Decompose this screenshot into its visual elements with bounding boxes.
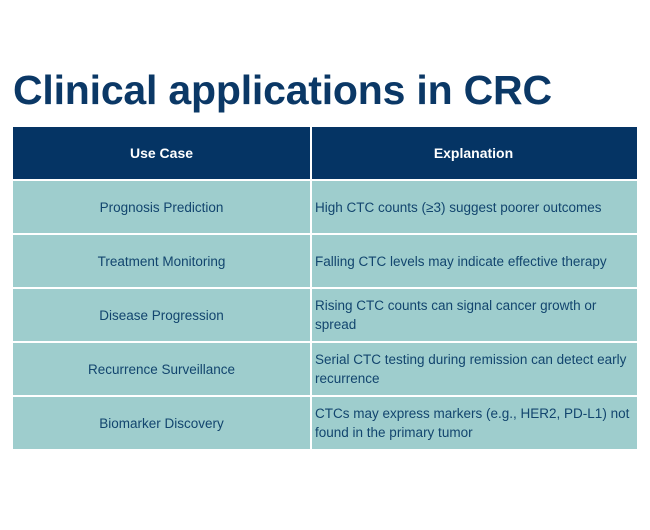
explanation-cell: CTCs may express markers (e.g., HER2, PD… — [312, 397, 637, 449]
header-use-case: Use Case — [13, 127, 310, 179]
slide-title: Clinical applications in CRC — [13, 67, 552, 113]
applications-table: Use Case Explanation Prognosis Predictio… — [13, 127, 637, 449]
explanation-cell: Serial CTC testing during remission can … — [312, 343, 637, 395]
explanation-cell: Falling CTC levels may indicate effectiv… — [312, 235, 637, 287]
explanation-cell: High CTC counts (≥3) suggest poorer outc… — [312, 181, 637, 233]
header-explanation: Explanation — [312, 127, 637, 179]
table-header-row: Use Case Explanation — [13, 127, 637, 179]
table-row: Treatment Monitoring Falling CTC levels … — [13, 235, 637, 287]
table-row: Recurrence Surveillance Serial CTC testi… — [13, 343, 637, 395]
table-row: Biomarker Discovery CTCs may express mar… — [13, 397, 637, 449]
use-case-cell: Disease Progression — [13, 289, 310, 341]
use-case-cell: Recurrence Surveillance — [13, 343, 310, 395]
use-case-cell: Prognosis Prediction — [13, 181, 310, 233]
table-row: Disease Progression Rising CTC counts ca… — [13, 289, 637, 341]
use-case-cell: Treatment Monitoring — [13, 235, 310, 287]
table-row: Prognosis Prediction High CTC counts (≥3… — [13, 181, 637, 233]
use-case-cell: Biomarker Discovery — [13, 397, 310, 449]
explanation-cell: Rising CTC counts can signal cancer grow… — [312, 289, 637, 341]
